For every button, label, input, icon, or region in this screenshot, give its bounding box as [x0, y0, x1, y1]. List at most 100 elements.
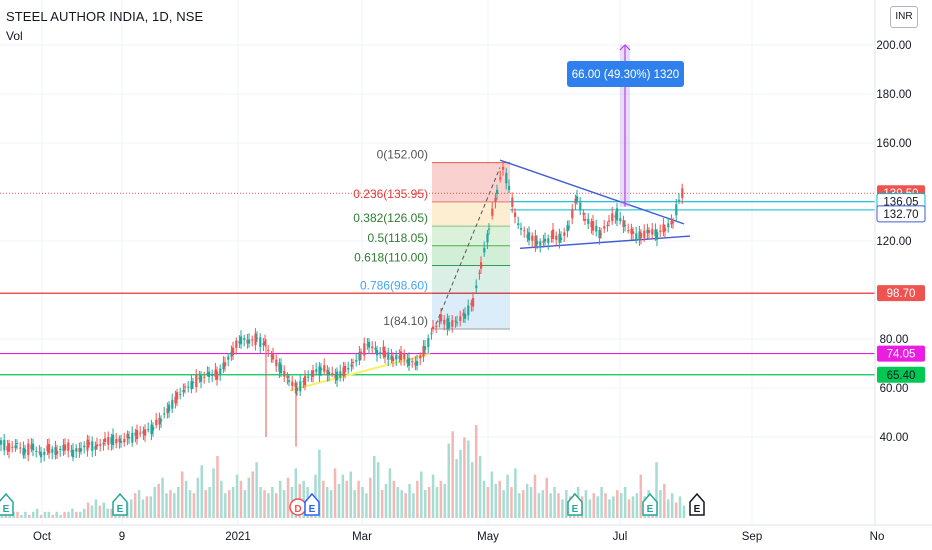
candle-body: [651, 229, 654, 235]
volume-bar: [639, 474, 643, 518]
volume-bar: [471, 462, 474, 518]
candle-body: [75, 448, 78, 452]
candle-body: [147, 429, 150, 431]
time-axis-tick: No: [870, 531, 885, 543]
candle-body: [3, 440, 6, 451]
earnings-event-marker[interactable]: E: [112, 492, 128, 516]
volume-bar: [670, 493, 674, 518]
volume-bar: [416, 480, 419, 518]
volume-bar: [318, 449, 321, 518]
candle-body: [83, 445, 86, 448]
volume-bar: [59, 514, 62, 518]
volume-bar: [322, 480, 325, 518]
candle-body: [379, 352, 382, 354]
volume-bar: [98, 505, 102, 518]
candle-body: [491, 208, 494, 216]
volume-bar: [655, 462, 658, 518]
candle-body: [523, 230, 526, 232]
candle-body: [302, 381, 305, 383]
earnings-event-marker[interactable]: E: [689, 492, 705, 516]
candle-body: [118, 438, 121, 443]
fib-level-label: 0.382(126.05): [353, 211, 428, 225]
volume-bar: [208, 487, 211, 518]
earnings-event-marker[interactable]: E: [0, 492, 14, 516]
candle-body: [472, 298, 475, 307]
candle-body: [211, 374, 214, 376]
volume-bar: [486, 487, 490, 518]
volume-bar: [529, 487, 533, 518]
time-axis-tick: 2021: [225, 531, 251, 543]
earnings-event-marker[interactable]: E: [642, 492, 658, 516]
earnings-event-marker[interactable]: E: [304, 492, 320, 516]
volume-bar: [333, 468, 337, 518]
volume-bars: [0, 425, 686, 518]
volume-bar: [16, 511, 19, 518]
fib-zone: [432, 265, 510, 294]
candle-body: [32, 443, 35, 451]
candle-body: [630, 228, 633, 234]
event-marker-letter: E: [117, 504, 124, 515]
candle-body: [78, 448, 81, 453]
volume-bar: [216, 456, 219, 518]
candle-body: [208, 371, 211, 377]
volume-indicator-label[interactable]: Vol: [6, 29, 23, 43]
earnings-event-marker[interactable]: D: [289, 498, 307, 516]
candle-body: [240, 336, 243, 345]
price-axis-bg: [875, 0, 932, 550]
candle-body: [480, 262, 483, 269]
candle-body: [514, 212, 517, 217]
candle-body: [267, 349, 270, 351]
candle-body: [566, 225, 569, 232]
candle-body: [64, 444, 67, 451]
candle-body: [310, 373, 313, 376]
volume-bar: [384, 483, 388, 518]
currency-badge[interactable]: INR: [890, 6, 918, 28]
volume-bar: [353, 490, 356, 518]
candle-body: [552, 229, 555, 239]
volume-bar: [678, 496, 682, 518]
candle-body: [662, 224, 665, 232]
volume-bar: [388, 468, 392, 518]
earnings-event-marker[interactable]: E: [567, 492, 583, 516]
candle-body: [667, 223, 670, 228]
volume-bar: [545, 477, 548, 518]
volume-bar: [608, 499, 611, 518]
volume-bar: [600, 487, 603, 518]
price-label-text: 65.40: [887, 370, 916, 382]
price-axis-tick: 180.00: [876, 89, 911, 101]
price-label: 65.40: [877, 366, 925, 383]
volume-bar: [255, 462, 258, 518]
price-label-box: [877, 366, 925, 383]
candle-body: [344, 365, 347, 372]
candle-body: [422, 345, 425, 357]
volume-bar: [188, 490, 192, 518]
candle-body: [126, 433, 129, 439]
candle-body: [616, 208, 619, 221]
volume-bar: [337, 483, 341, 518]
candle-body: [611, 213, 614, 222]
candle-body: [182, 389, 185, 393]
volume-bar: [51, 514, 55, 518]
price-axis: 220.00 200.00 180.00 160.00 120.00 80.00 60.00…: [874, 0, 932, 550]
volume-bar: [561, 499, 564, 518]
candle-body: [488, 228, 491, 230]
candle-body: [334, 373, 337, 379]
volume-bar: [635, 493, 639, 518]
descending-trendline: [499, 159, 685, 225]
candle-body: [142, 430, 145, 434]
candle-body: [235, 340, 238, 348]
candle-body: [136, 429, 139, 440]
candle-body: [184, 386, 187, 388]
candle-body: [363, 343, 366, 356]
candle-body: [464, 313, 467, 319]
volume-bar: [451, 431, 454, 518]
earnings-marker-shape: [0, 492, 14, 516]
candle-body: [22, 448, 25, 456]
candle-body: [176, 392, 179, 400]
candle-body: [403, 353, 406, 360]
volume-bar: [20, 514, 23, 518]
candle-body: [224, 362, 227, 367]
candle-body: [374, 347, 377, 350]
candle-body: [238, 341, 241, 344]
